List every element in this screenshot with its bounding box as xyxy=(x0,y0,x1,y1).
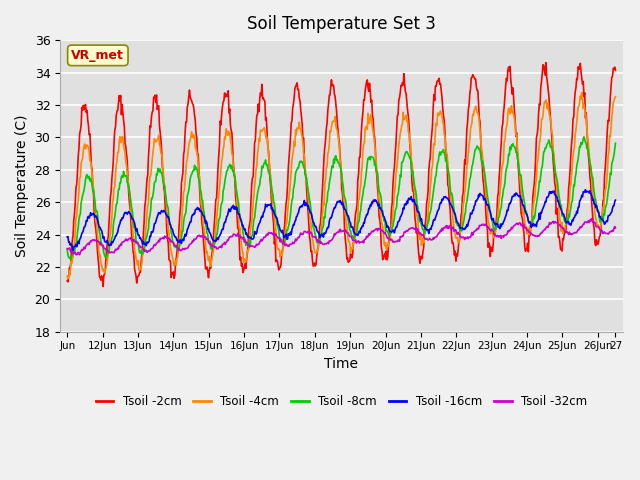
Tsoil -8cm xyxy=(580,134,588,140)
Tsoil -32cm xyxy=(385,235,392,241)
Tsoil -4cm xyxy=(246,238,253,243)
Tsoil -4cm xyxy=(578,89,586,95)
Tsoil -2cm xyxy=(246,222,253,228)
Tsoil -16cm xyxy=(612,197,620,203)
Tsoil -32cm xyxy=(498,233,506,239)
Tsoil -2cm xyxy=(99,284,107,289)
Tsoil -16cm xyxy=(169,227,177,233)
Tsoil -8cm xyxy=(385,232,392,238)
Tsoil -8cm xyxy=(309,224,317,230)
Legend: Tsoil -2cm, Tsoil -4cm, Tsoil -8cm, Tsoil -16cm, Tsoil -32cm: Tsoil -2cm, Tsoil -4cm, Tsoil -8cm, Tsoi… xyxy=(91,390,592,413)
Tsoil -2cm xyxy=(498,125,506,131)
Y-axis label: Soil Temperature (C): Soil Temperature (C) xyxy=(15,115,29,257)
Tsoil -32cm xyxy=(588,216,595,222)
Tsoil -32cm xyxy=(73,252,81,258)
Tsoil -16cm xyxy=(69,247,77,253)
Tsoil -16cm xyxy=(63,234,71,240)
Text: VR_met: VR_met xyxy=(72,49,124,62)
Tsoil -4cm xyxy=(63,273,71,279)
Tsoil -8cm xyxy=(413,202,421,207)
Tsoil -2cm xyxy=(309,263,317,269)
Tsoil -32cm xyxy=(612,225,620,231)
Line: Tsoil -32cm: Tsoil -32cm xyxy=(67,219,616,255)
Tsoil -2cm xyxy=(63,278,71,284)
Title: Soil Temperature Set 3: Soil Temperature Set 3 xyxy=(247,15,436,33)
Tsoil -2cm xyxy=(612,68,620,73)
Tsoil -8cm xyxy=(612,141,620,146)
Line: Tsoil -2cm: Tsoil -2cm xyxy=(67,63,616,287)
Tsoil -16cm xyxy=(246,235,253,241)
Tsoil -8cm xyxy=(63,247,71,252)
Tsoil -32cm xyxy=(413,226,421,232)
Tsoil -8cm xyxy=(498,196,506,202)
Tsoil -8cm xyxy=(67,256,75,262)
Tsoil -4cm xyxy=(413,213,421,219)
Tsoil -4cm xyxy=(612,94,620,100)
Tsoil -32cm xyxy=(246,244,253,250)
Tsoil -16cm xyxy=(582,187,589,192)
Tsoil -32cm xyxy=(169,239,177,245)
Tsoil -4cm xyxy=(64,276,72,281)
Tsoil -16cm xyxy=(309,219,317,225)
Tsoil -2cm xyxy=(413,226,421,232)
Line: Tsoil -16cm: Tsoil -16cm xyxy=(67,190,616,250)
X-axis label: Time: Time xyxy=(324,357,358,371)
Line: Tsoil -8cm: Tsoil -8cm xyxy=(67,137,616,259)
Tsoil -8cm xyxy=(169,239,177,245)
Tsoil -32cm xyxy=(309,234,317,240)
Tsoil -16cm xyxy=(413,207,421,213)
Tsoil -2cm xyxy=(542,60,550,66)
Tsoil -4cm xyxy=(498,164,506,169)
Tsoil -4cm xyxy=(169,255,177,261)
Tsoil -16cm xyxy=(385,225,392,230)
Line: Tsoil -4cm: Tsoil -4cm xyxy=(67,92,616,278)
Tsoil -2cm xyxy=(169,271,177,277)
Tsoil -4cm xyxy=(385,243,392,249)
Tsoil -8cm xyxy=(246,239,253,244)
Tsoil -16cm xyxy=(498,221,506,227)
Tsoil -4cm xyxy=(309,239,317,244)
Tsoil -2cm xyxy=(385,241,392,247)
Tsoil -32cm xyxy=(63,246,71,252)
